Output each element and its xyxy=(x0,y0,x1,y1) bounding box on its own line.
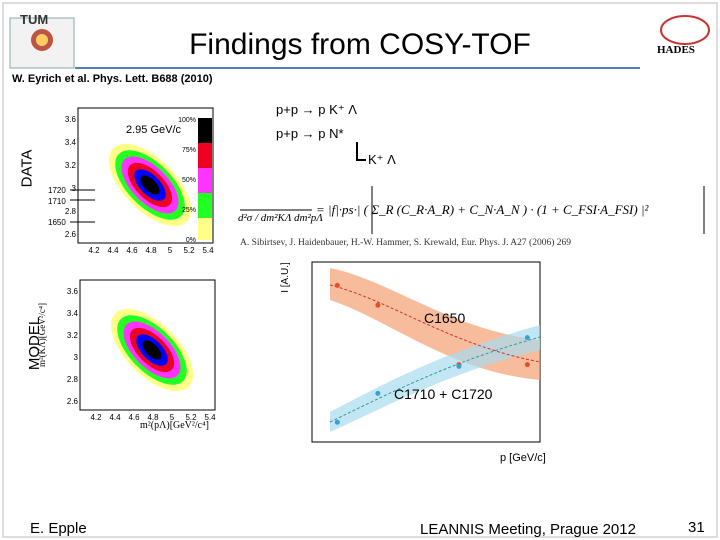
reaction: p+p → p K⁺ Λ xyxy=(276,102,357,117)
scale-label: 100% xyxy=(178,117,196,124)
formula: d²σ / dm²KΛ dm²pΛ xyxy=(238,212,323,224)
logo-text: TUM xyxy=(20,12,49,27)
data-point xyxy=(375,390,381,396)
reaction: K⁺ Λ xyxy=(368,152,396,167)
hades-logo xyxy=(660,15,710,45)
beam-label: 2.95 GeV/c xyxy=(126,124,182,136)
citation: W. Eyrich et al. Phys. Lett. B688 (2010) xyxy=(12,73,213,85)
dalitz-density xyxy=(108,143,194,392)
x-tick-label: 5.4 xyxy=(204,413,216,422)
curve-label: C1710 + C1720 xyxy=(394,386,493,402)
y-tick-label: 3.6 xyxy=(67,287,79,296)
x-tick-label: 4.2 xyxy=(90,413,102,422)
y-tick-label: 3 xyxy=(74,353,79,362)
color-scale xyxy=(198,118,212,240)
x-axis-label: p [GeV/c] xyxy=(500,452,546,464)
x-tick-label: 4.6 xyxy=(128,413,140,422)
data-point xyxy=(375,302,381,308)
data-point xyxy=(524,335,530,341)
fit-line xyxy=(329,284,541,363)
x-tick-label: 5.2 xyxy=(185,413,197,422)
y-axis-label: m²(KΛ)[GeV²/c⁴] xyxy=(37,302,48,368)
reference: A. Sibirtsev, J. Haidenbauer, H.-W. Hamm… xyxy=(240,238,571,248)
formula-bars xyxy=(240,186,705,234)
resonance-label: 1710 xyxy=(48,197,66,206)
curve-label: C1650 xyxy=(424,310,466,326)
scale-label: 0% xyxy=(186,237,196,244)
fit-band xyxy=(330,325,540,432)
y-tick-label: 3.6 xyxy=(65,115,77,124)
y-tick-label: 3 xyxy=(72,184,77,193)
resonance-label: 1650 xyxy=(48,218,66,227)
author: E. Epple xyxy=(30,520,87,537)
density-band xyxy=(142,340,162,360)
data-point xyxy=(334,282,340,288)
y-tick-label: 2.6 xyxy=(65,230,77,239)
scale-label: 50% xyxy=(182,177,196,184)
data-point xyxy=(456,363,462,369)
x-tick-label: 4.6 xyxy=(126,246,138,255)
density-band xyxy=(140,175,160,195)
x-axis-label: m²(pΛ)[GeV²/c⁴] xyxy=(140,420,209,431)
x-tick-label: 4.8 xyxy=(147,413,159,422)
y-axis-label: I [A.U.] xyxy=(279,262,291,293)
x-tick-label: 5 xyxy=(168,246,173,255)
slide-title: Findings from COSY-TOF xyxy=(189,28,531,61)
x-tick-label: 4.4 xyxy=(107,246,119,255)
data-point xyxy=(334,419,340,425)
resonance-label: 1720 xyxy=(48,186,66,195)
y-tick-label: 3.4 xyxy=(65,138,77,147)
logo-icon xyxy=(36,34,48,46)
event: LEANNIS Meeting, Prague 2012 xyxy=(420,521,636,538)
x-tick-label: 4.8 xyxy=(145,246,157,255)
logo-box xyxy=(9,17,75,69)
y-tick-label: 3.2 xyxy=(67,331,79,340)
formula: = |f|·ps·| ( Σ_R (C_R·A_R) + C_N·A_N ) ·… xyxy=(316,202,649,217)
page-number: 31 xyxy=(688,519,705,536)
decay-arrow xyxy=(356,142,366,161)
resonance-arrows xyxy=(70,189,95,223)
y-tick-label: 2.6 xyxy=(67,397,79,406)
y-tick-label: 3.4 xyxy=(67,309,79,318)
x-tick-label: 5.2 xyxy=(183,246,195,255)
scale-label: 25% xyxy=(182,207,196,214)
x-tick-label: 4.4 xyxy=(109,413,121,422)
data-point xyxy=(524,362,530,368)
reaction: p+p → p N* xyxy=(276,126,344,141)
dalitz-label: DATA xyxy=(18,149,36,188)
scale-label: 75% xyxy=(182,147,196,154)
x-tick-label: 5.4 xyxy=(202,246,214,255)
y-tick-label: 2.8 xyxy=(65,207,77,216)
y-tick-label: 2.8 xyxy=(67,375,79,384)
logo-text: HADES xyxy=(657,44,695,56)
fit-line xyxy=(329,336,541,423)
x-tick-label: 5 xyxy=(170,413,175,422)
x-tick-label: 4.2 xyxy=(88,246,100,255)
y-tick-label: 3.2 xyxy=(65,161,77,170)
